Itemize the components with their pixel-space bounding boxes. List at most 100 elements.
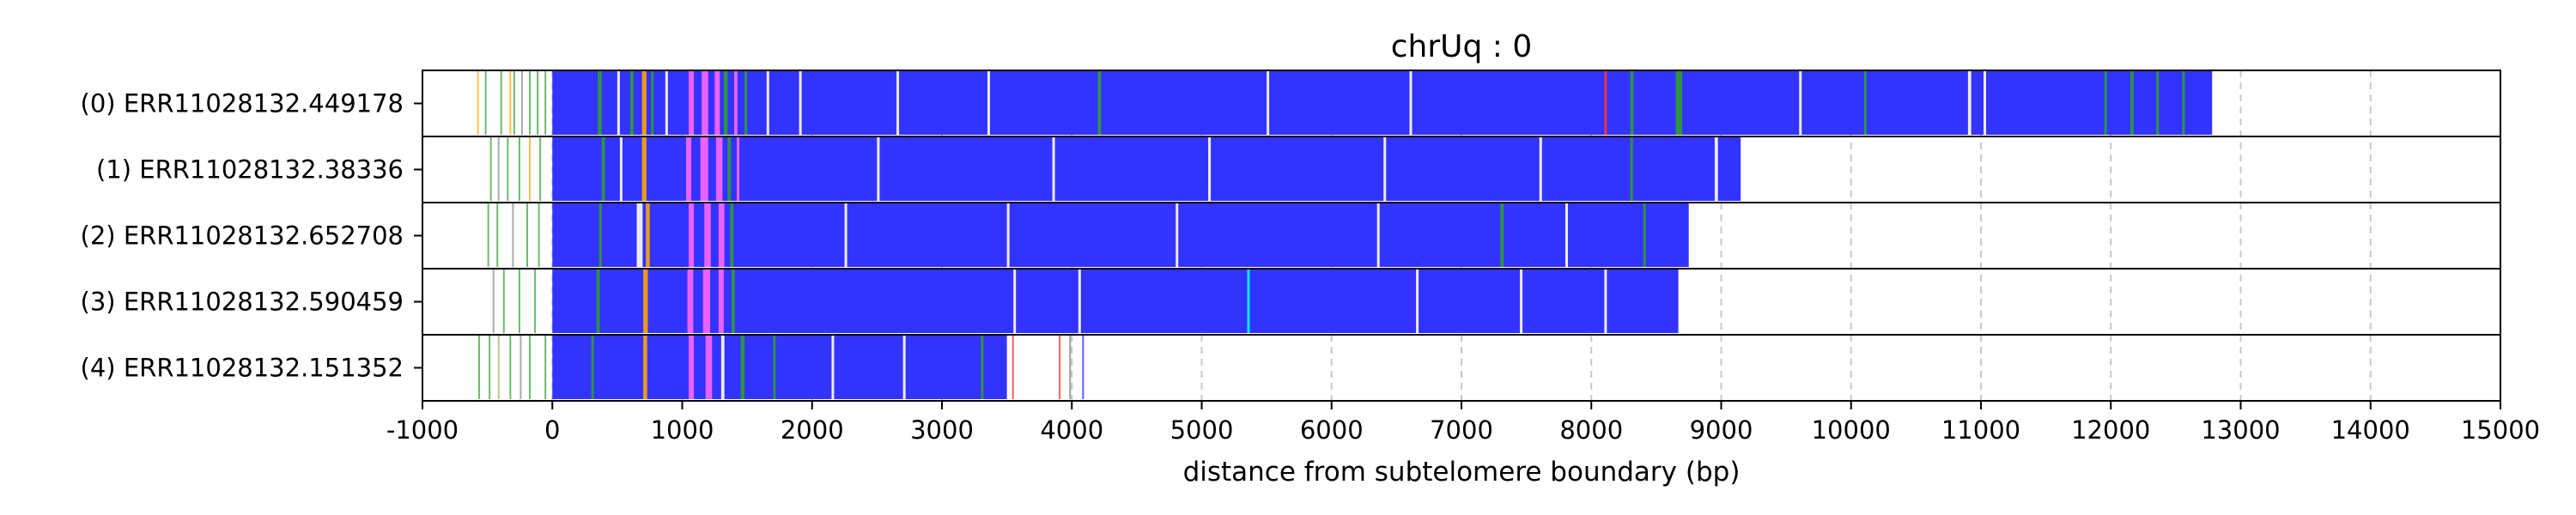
pre-boundary-mark xyxy=(512,203,514,267)
x-tick-label: 8000 xyxy=(1559,415,1623,445)
segment-mark xyxy=(987,71,990,135)
segment-mark xyxy=(731,270,735,333)
pre-boundary-mark xyxy=(492,270,495,333)
segment-mark xyxy=(1247,270,1250,333)
segment-mark xyxy=(740,336,745,399)
chart-title: chrUq : 0 xyxy=(1391,29,1533,64)
segment-mark xyxy=(686,137,692,201)
read-label: (1) ERR11028132.38336 xyxy=(96,155,404,185)
segment-mark xyxy=(877,137,880,201)
segment-mark xyxy=(734,71,738,135)
pre-boundary-mark xyxy=(507,137,509,201)
read-bar xyxy=(552,270,1679,333)
x-tick-label: 3000 xyxy=(910,415,974,445)
pre-boundary-mark xyxy=(478,336,481,399)
x-tick-label: 7000 xyxy=(1430,415,1493,445)
segment-mark xyxy=(643,270,648,333)
pre-boundary-mark xyxy=(519,336,522,399)
read-bar xyxy=(552,203,1689,267)
x-tick-label: 1000 xyxy=(651,415,714,445)
x-tick-label: 11000 xyxy=(1941,415,2020,445)
segment-mark xyxy=(651,71,654,135)
segment-mark xyxy=(1799,71,1802,135)
read-bar xyxy=(552,336,1007,399)
pre-boundary-mark xyxy=(509,336,512,399)
x-tick-label: 12000 xyxy=(2071,415,2150,445)
post-read-mark xyxy=(1069,336,1072,399)
segment-mark xyxy=(896,71,900,135)
pre-boundary-mark xyxy=(538,203,540,267)
x-tick-label: 2000 xyxy=(781,415,844,445)
segment-mark xyxy=(702,71,708,135)
x-tick-label: 14000 xyxy=(2331,415,2410,445)
segment-mark xyxy=(715,137,723,201)
x-tick-label: 4000 xyxy=(1040,415,1103,445)
segment-mark xyxy=(730,203,734,267)
segment-mark xyxy=(981,336,984,399)
segment-mark xyxy=(1630,71,1634,135)
pre-boundary-mark xyxy=(513,71,515,135)
segment-mark xyxy=(702,270,711,333)
segment-mark xyxy=(1630,137,1633,201)
segment-mark xyxy=(766,71,769,135)
segment-mark xyxy=(1714,137,1718,201)
read-label: (4) ERR11028132.151352 xyxy=(81,354,404,383)
x-tick-label: 10000 xyxy=(1812,415,1891,445)
segment-mark xyxy=(1097,71,1102,135)
segment-mark xyxy=(601,137,605,201)
segment-mark xyxy=(591,336,594,399)
pre-boundary-mark xyxy=(534,270,537,333)
segment-mark xyxy=(689,203,695,267)
x-tick-label: 0 xyxy=(544,415,560,445)
pre-boundary-mark xyxy=(489,336,491,399)
segment-mark xyxy=(596,270,600,333)
segment-mark xyxy=(718,270,724,333)
pre-boundary-mark xyxy=(518,137,520,201)
pre-boundary-mark xyxy=(509,71,512,135)
read-label: (2) ERR11028132.652708 xyxy=(81,221,404,251)
x-tick-label: 15000 xyxy=(2461,415,2540,445)
segment-mark xyxy=(773,336,776,399)
pre-boundary-mark xyxy=(496,203,499,267)
segment-mark xyxy=(1267,71,1270,135)
segment-mark xyxy=(1984,71,1987,135)
segment-mark xyxy=(641,137,647,201)
read-bar xyxy=(552,71,2213,135)
segment-mark xyxy=(1520,270,1523,333)
segment-mark xyxy=(2182,71,2185,135)
segment-mark xyxy=(1500,203,1504,267)
x-axis-label: distance from subtelomere boundary (bp) xyxy=(1183,457,1741,488)
segment-mark xyxy=(714,71,720,135)
segment-mark xyxy=(844,203,848,267)
pre-boundary-mark xyxy=(497,336,500,399)
segment-mark xyxy=(2156,71,2160,135)
pre-boundary-mark xyxy=(502,270,505,333)
pre-boundary-mark xyxy=(529,336,532,399)
pre-boundary-mark xyxy=(526,203,528,267)
segment-mark xyxy=(1675,71,1683,135)
read-row xyxy=(422,268,2501,336)
segment-mark xyxy=(700,137,708,201)
segment-mark xyxy=(2104,71,2107,135)
x-tick-label: -1000 xyxy=(386,415,459,445)
pre-boundary-mark xyxy=(484,71,487,135)
pre-boundary-mark xyxy=(544,71,547,135)
pre-boundary-mark xyxy=(539,137,542,201)
segment-mark xyxy=(689,71,695,135)
pre-boundary-mark xyxy=(489,137,492,201)
segment-mark xyxy=(636,203,643,267)
pre-boundary-mark xyxy=(487,203,489,267)
pre-boundary-mark xyxy=(500,71,502,135)
pre-boundary-mark xyxy=(537,71,539,135)
segment-mark xyxy=(1176,203,1179,267)
pre-boundary-mark xyxy=(520,71,523,135)
segment-mark xyxy=(665,71,668,135)
segment-mark xyxy=(643,336,647,399)
post-read-mark xyxy=(1059,336,1061,399)
pre-boundary-mark xyxy=(529,137,532,201)
segment-mark xyxy=(1604,270,1607,333)
segment-mark xyxy=(617,71,620,135)
segment-mark xyxy=(2129,71,2134,135)
segment-mark xyxy=(1013,270,1017,333)
segment-mark xyxy=(1967,71,1971,135)
